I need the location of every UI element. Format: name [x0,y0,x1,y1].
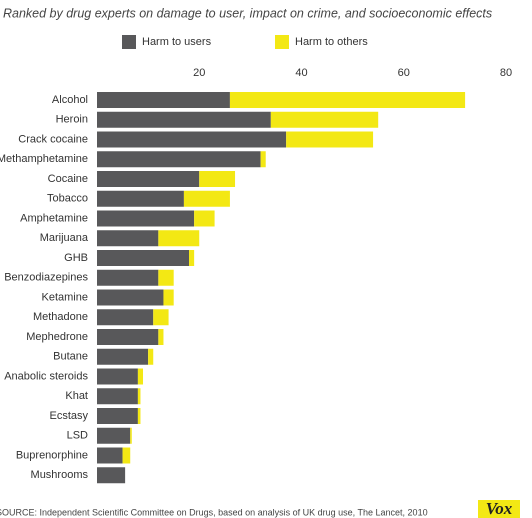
bar-segment [286,131,374,148]
y-tick-label: Alcohol [52,94,88,106]
bar-segment [183,190,230,207]
bar-segment [97,151,261,168]
bar-segment [137,388,141,405]
y-tick-label: Ecstasy [49,410,88,422]
legend-label: Harm to users [142,36,212,48]
bar-segment [97,92,230,108]
bar-segment [137,368,144,385]
y-tick-label: Ketamine [42,291,88,303]
bar-segment [229,92,466,108]
bar-segment [97,230,159,247]
y-tick-label: Mushrooms [31,469,89,481]
bar-segment [130,427,132,444]
source-note: SOURCE: Independent Scientific Committee… [0,507,428,517]
bar-segment [270,111,379,128]
bar-segment [189,250,195,266]
x-tick-label: 20 [193,67,205,79]
y-tick-label: Mephedrone [26,331,88,343]
bar-segment [97,467,126,484]
y-tick-label: Methadone [33,311,88,323]
y-tick-label: Benzodiazepines [4,272,88,284]
y-tick-label: Tobacco [47,193,88,205]
bar-segment [97,447,123,464]
bar-segment [194,210,215,227]
y-tick-label: Anabolic steroids [4,370,88,382]
y-tick-label: Cocaine [48,173,88,185]
bar-segment [97,131,287,148]
bar-segment [97,250,190,266]
y-tick-label: LSD [67,430,88,442]
bar-segment [97,111,271,128]
bar-segment [97,329,159,345]
bar-segment [97,388,138,405]
legend-swatch [275,35,289,49]
bar-segment [97,408,138,424]
brand-logo: Vox [486,499,513,518]
y-tick-label: Butane [53,351,88,363]
bar-segment [260,151,266,168]
bar-segment [97,348,149,365]
bar-segment [97,210,195,227]
bar-segment [158,329,164,345]
brand-logo-bg [478,500,520,518]
bar-segment [97,171,200,187]
legend-label: Harm to others [295,36,368,48]
bar-segment [158,269,174,286]
y-tick-label: Marijuana [40,232,89,244]
y-tick-label: GHB [64,252,88,264]
bar-segment [158,230,200,247]
bar-segment [97,368,138,385]
y-tick-label: Heroin [56,114,88,126]
chart-title: Ranked by drug experts on damage to user… [3,6,492,20]
y-tick-label: Buprenorphine [16,449,88,461]
bar-segment [199,171,236,187]
bar-segment [153,309,169,326]
bar-segment [97,190,184,207]
y-tick-label: Methamphetamine [0,153,88,165]
bar-segment [122,447,131,464]
y-tick-label: Khat [65,390,88,402]
bar-segment [137,408,141,424]
bar-segment [97,309,154,326]
bar-segment [97,427,131,444]
bar-segment [97,289,164,306]
bar-segment [148,348,154,365]
bar-segment [97,269,159,286]
y-tick-label: Crack cocaine [18,133,88,145]
legend-swatch [122,35,136,49]
x-tick-label: 40 [295,67,307,79]
x-tick-label: 80 [500,67,512,79]
x-tick-label: 60 [398,67,410,79]
y-tick-label: Amphetamine [20,212,88,224]
bar-segment [163,289,174,306]
